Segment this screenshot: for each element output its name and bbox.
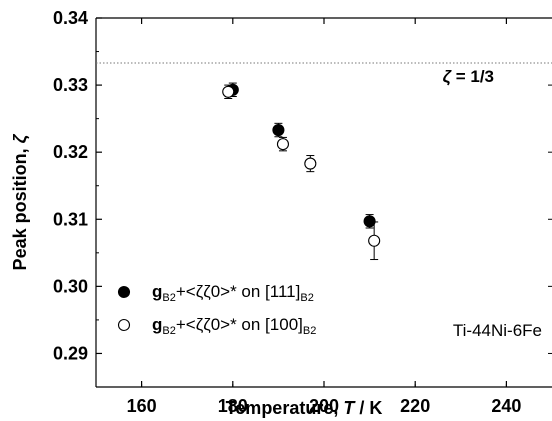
data-point-open (276, 138, 290, 151)
legend-entry: gB2+<ζζ0>* on [111]B2 (152, 282, 314, 304)
x-axis-title: Temperature, T / K (226, 398, 383, 418)
y-tick-label: 0.30 (53, 276, 88, 296)
y-tick-label: 0.32 (53, 142, 88, 162)
axes: 160 180 200 220 240 0.29 0.30 0.31 0.32 0.33 0.34 T… (10, 8, 552, 418)
legend-marker-open (117, 318, 131, 332)
y-tick-label: 0.31 (53, 209, 88, 229)
legend-entry: gB2+<ζζ0>* on [100]B2 (152, 315, 316, 337)
x-tick-label: 200 (309, 396, 339, 416)
x-tick-label: 160 (127, 396, 157, 416)
text-annotations: ζ = 1/3 Ti-44Ni-6Fe gB2+<ζζ0>* on [111]B2 g… (117, 67, 542, 340)
data-point-open (368, 234, 381, 247)
sample-label: Ti-44Ni-6Fe (453, 321, 542, 340)
data-points (222, 82, 381, 261)
x-tick-label: 240 (491, 396, 521, 416)
y-tick-label: 0.34 (53, 8, 88, 28)
y-tick-label: 0.33 (53, 75, 88, 95)
data-point-filled (272, 123, 285, 137)
x-tick-label: 220 (400, 396, 430, 416)
reference-line-label: ζ = 1/3 (443, 67, 494, 86)
data-point-filled (363, 215, 376, 228)
y-tick-label: 0.29 (53, 343, 88, 363)
data-point-open (222, 85, 235, 98)
data-point-open (304, 157, 317, 170)
y-axis-title: Peak position, ζ (10, 133, 31, 270)
x-tick-label: 180 (218, 396, 248, 416)
legend-marker-filled (117, 285, 131, 299)
